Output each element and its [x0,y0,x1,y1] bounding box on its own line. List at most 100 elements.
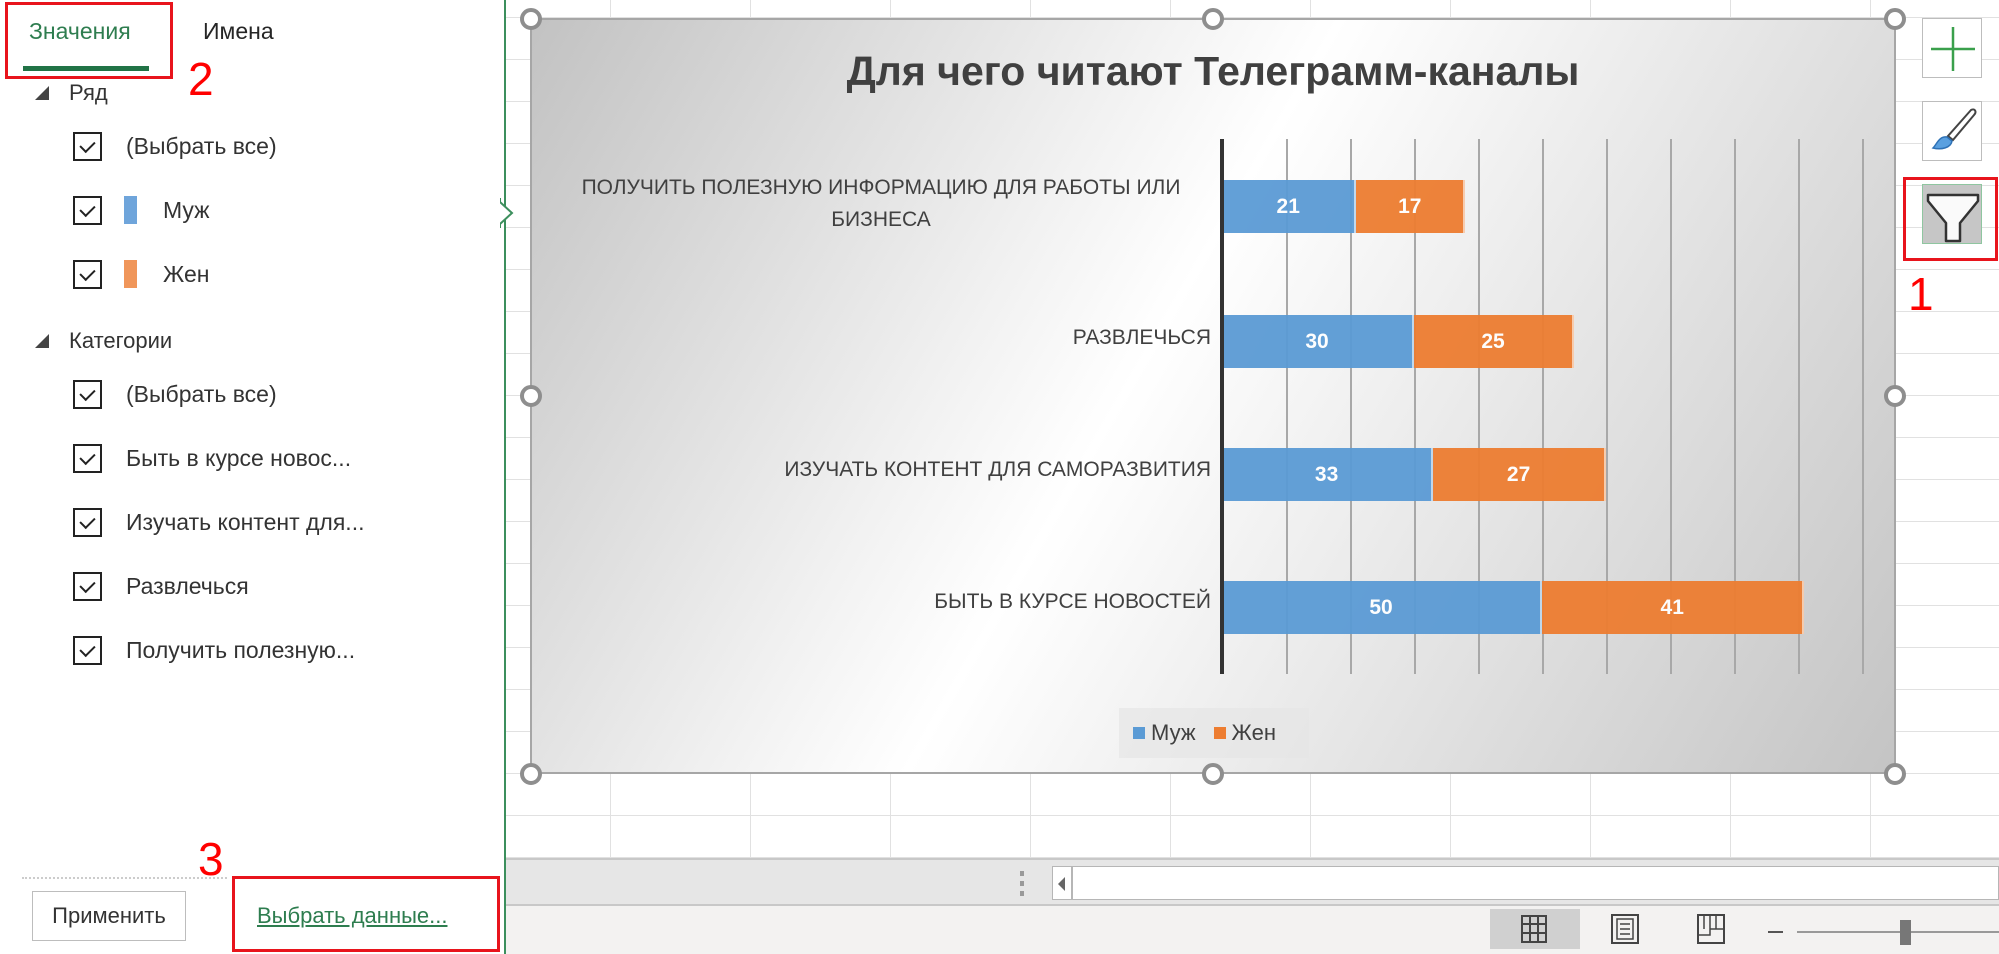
checkbox-checked[interactable] [73,195,102,225]
bar-male[interactable]: 30 [1222,315,1414,368]
category-label-3: ИЗУЧАТЬ КОНТЕНТ ДЛЯ САМОРАЗВИТИЯ [784,458,1211,481]
checkbox-checked[interactable] [73,259,102,289]
bar-female[interactable]: 41 [1542,581,1805,634]
resize-handle-bottom-right[interactable] [1884,763,1906,785]
legend-label-female: Жен [1231,720,1276,745]
paintbrush-icon [1931,108,1977,150]
zoom-out-button[interactable] [1768,931,1783,933]
checkbox-checked[interactable] [73,379,102,409]
select-data-link[interactable]: Выбрать данные... [257,903,448,928]
legend-swatch-female [1213,727,1226,739]
category-select-all[interactable]: (Выбрать все) [73,378,277,410]
page-break-view-button[interactable] [1688,909,1734,949]
chart-title[interactable]: Для чего читают Телеграмм-каналы [846,48,1580,94]
chart-filter-panel: Значения Имена Ряд (Выбрать все) Муж Жен… [0,0,514,954]
bar-female[interactable]: 17 [1356,180,1466,233]
bar-male[interactable]: 21 [1222,180,1357,233]
series-color-swatch [124,196,137,224]
horizontal-scrollbar[interactable] [1072,866,1999,900]
chart-filters-button[interactable] [1922,184,1982,244]
series-select-all[interactable]: (Выбрать все) [73,130,277,162]
checkbox-checked[interactable] [73,571,102,601]
checkbox-checked[interactable] [73,635,102,665]
bar-female[interactable]: 25 [1414,315,1574,368]
item-label: Получить полезную... [126,636,356,663]
category-item-useful-info[interactable]: Получить полезную... [73,634,355,666]
funnel-icon [1926,193,1980,243]
gridline [1286,139,1288,674]
category-label-4: БЫТЬ В КУРСЕ НОВОСТЕЙ [934,590,1211,613]
chart-legend[interactable]: Муж Жен [1119,708,1309,758]
resize-handle-left[interactable] [520,385,542,407]
item-label: Жен [163,260,210,287]
category-item-news[interactable]: Быть в курсе новос... [73,442,351,474]
scroll-left-button[interactable] [1052,866,1072,900]
bar-male[interactable]: 33 [1222,448,1434,501]
resize-handle-top[interactable] [1202,8,1224,30]
checkbox-checked[interactable] [73,131,102,161]
annotation-box-2 [5,2,173,79]
item-label: Изучать контент для... [126,508,365,535]
tab-names[interactable]: Имена [203,18,274,44]
item-label: Развлечься [126,572,249,599]
bar-female[interactable]: 27 [1433,448,1606,501]
tab-splitter-handle[interactable] [1020,871,1024,897]
data-label: 33 [1314,462,1339,486]
bar-male[interactable]: 50 [1222,581,1542,634]
category-label-line: ПОЛУЧИТЬ ПОЛЕЗНУЮ ИНФОРМАЦИЮ ДЛЯ РАБОТЫ … [581,176,1181,199]
resize-handle-top-right[interactable] [1884,8,1906,30]
status-bar [506,906,1999,954]
checkbox-checked[interactable] [73,443,102,473]
gridline [1542,139,1544,674]
page-layout-view-button[interactable] [1602,909,1648,949]
data-label: 25 [1481,329,1505,353]
active-tab-underline [23,66,149,71]
vertical-axis [1220,139,1224,674]
tab-values[interactable]: Значения [29,18,131,44]
gridline [1350,139,1352,674]
category-label-2: РАЗВЛЕЧЬСЯ [1072,326,1211,349]
zoom-slider-thumb[interactable] [1900,920,1911,945]
chart-styles-button[interactable] [1922,101,1982,161]
annotation-box-1 [1903,177,1998,261]
category-item-entertainment[interactable]: Развлечься [73,570,249,602]
categories-group-label: Категории [69,328,173,353]
annotation-number-3: 3 [198,833,224,885]
normal-view-button[interactable] [1490,909,1580,949]
legend-swatch-male [1133,727,1145,739]
item-label: (Выбрать все) [126,380,277,407]
plus-icon [1931,27,1975,71]
checkbox-checked[interactable] [73,507,102,537]
category-label-line: БИЗНЕСА [831,208,931,231]
panel-pointer-arrow [500,198,514,228]
gridline [1798,139,1800,674]
apply-button[interactable]: Применить [32,891,186,941]
resize-handle-bottom-left[interactable] [520,763,542,785]
data-label: 21 [1276,194,1300,218]
gridline [1414,139,1416,674]
chart-area[interactable]: Для чего читают Телеграмм-каналы ПОЛУЧИТ… [530,18,1896,774]
series-group-toggle[interactable]: Ряд [35,80,108,106]
gridline [1478,139,1480,674]
resize-handle-right[interactable] [1884,385,1906,407]
item-label: Муж [163,196,210,223]
page-layout-icon [1611,914,1639,944]
zoom-slider[interactable] [1797,931,1999,933]
chart-elements-button[interactable] [1922,18,1982,78]
page-break-icon [1697,914,1725,944]
category-item-self-development[interactable]: Изучать контент для... [73,506,364,538]
series-color-swatch [124,260,137,288]
grid-view-icon [1521,915,1547,943]
category-label-1: ПОЛУЧИТЬ ПОЛЕЗНУЮ ИНФОРМАЦИЮ ДЛЯ РАБОТЫ … [551,172,1211,236]
series-group-label: Ряд [69,80,108,105]
series-item-male[interactable]: Муж [73,194,210,226]
annotation-box-3 [232,876,500,952]
series-item-female[interactable]: Жен [73,258,209,290]
collapse-triangle-icon [35,86,49,100]
resize-handle-top-left[interactable] [520,8,542,30]
categories-group-toggle[interactable]: Категории [35,328,172,354]
item-label: Быть в курсе новос... [126,444,352,471]
gridline [1606,139,1608,674]
resize-handle-bottom[interactable] [1202,763,1224,785]
gridline [1862,139,1864,674]
